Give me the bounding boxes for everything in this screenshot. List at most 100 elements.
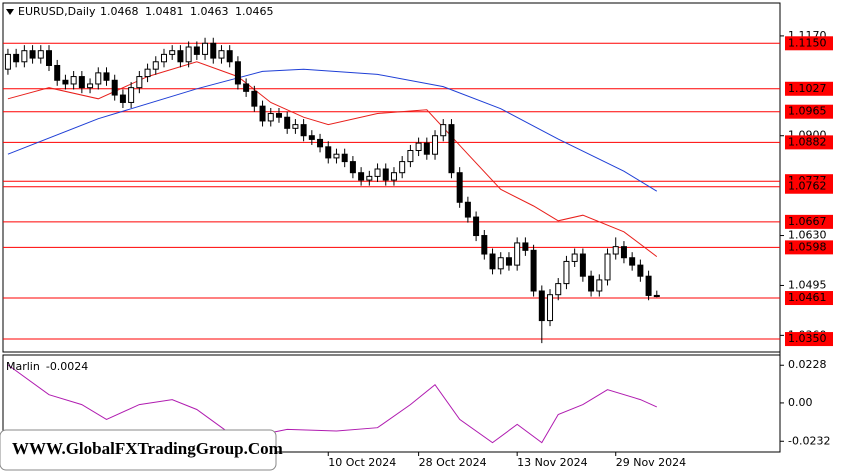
indicator-line bbox=[7, 364, 658, 444]
indicator-y-tick-label: -0.0232 bbox=[788, 434, 830, 447]
candle-body bbox=[251, 90, 258, 107]
candle-body bbox=[292, 124, 299, 129]
candle-body bbox=[78, 76, 85, 89]
candle-body bbox=[308, 135, 315, 140]
candle-body bbox=[13, 53, 20, 63]
candle-body bbox=[62, 79, 69, 85]
level-label: 1.0461 bbox=[788, 291, 827, 304]
candle-body bbox=[95, 72, 102, 85]
level-label-box bbox=[785, 291, 833, 306]
candle-body bbox=[432, 135, 439, 155]
candle-body bbox=[119, 94, 126, 103]
candle-body bbox=[481, 235, 488, 255]
level-label-box bbox=[785, 81, 833, 96]
candle-body bbox=[128, 87, 135, 103]
y-tick-label: 1.0495 bbox=[788, 278, 827, 291]
moving-average bbox=[7, 68, 658, 192]
candle-body bbox=[226, 50, 233, 63]
candle-body bbox=[341, 153, 348, 163]
candle-body bbox=[177, 50, 184, 63]
level-label-box bbox=[785, 36, 833, 51]
candle-body bbox=[448, 124, 455, 174]
candle-body bbox=[358, 172, 365, 181]
symbol-label: EURUSD,Daily bbox=[18, 5, 96, 18]
candle-body bbox=[70, 76, 77, 85]
level-label: 1.0965 bbox=[788, 105, 827, 118]
candle-body bbox=[514, 242, 521, 266]
candle-body bbox=[489, 253, 496, 270]
candle-body bbox=[29, 50, 36, 59]
candle-body bbox=[596, 279, 603, 292]
candle-body bbox=[473, 216, 480, 237]
candle-body bbox=[210, 42, 217, 59]
level-label-box bbox=[785, 179, 833, 194]
candle-body bbox=[563, 260, 570, 285]
candle-body bbox=[382, 168, 389, 181]
header-ohlc: 1.0481 bbox=[145, 5, 184, 18]
x-tick-label: 29 Nov 2024 bbox=[616, 456, 686, 469]
candle-body bbox=[284, 116, 291, 129]
candle-body bbox=[243, 83, 250, 92]
candle-body bbox=[4, 53, 11, 70]
x-tick-label: 10 Oct 2024 bbox=[328, 456, 396, 469]
candle-body bbox=[571, 253, 578, 262]
header-ohlc: 1.0465 bbox=[235, 5, 274, 18]
indicator-label: Marlin bbox=[6, 360, 40, 373]
candle-body bbox=[456, 172, 463, 203]
level-label: 1.0598 bbox=[788, 240, 827, 253]
candle-body bbox=[620, 246, 627, 259]
watermark: WWW.GlobalFXTradingGroup.Com bbox=[12, 439, 283, 458]
candle-body bbox=[423, 142, 430, 155]
candle-body bbox=[440, 124, 447, 137]
candle-body bbox=[275, 113, 282, 118]
level-label-box bbox=[785, 104, 833, 119]
x-tick-label: 13 Nov 2024 bbox=[517, 456, 587, 469]
candle-body bbox=[407, 150, 414, 163]
candle-body bbox=[604, 253, 611, 281]
candle-body bbox=[160, 53, 167, 63]
candle-body bbox=[144, 68, 151, 78]
candle-body bbox=[390, 172, 397, 181]
header-ohlc: 1.0468 bbox=[100, 5, 139, 18]
candle-body bbox=[202, 42, 209, 55]
candle-body bbox=[317, 138, 324, 148]
candle-body bbox=[185, 46, 192, 63]
indicator-y-tick-label: 0.00 bbox=[788, 396, 813, 409]
level-label-box bbox=[785, 135, 833, 150]
candle-body bbox=[218, 50, 225, 59]
level-label: 1.0350 bbox=[788, 332, 827, 345]
header-ohlc: 1.0463 bbox=[190, 5, 229, 18]
candle-body bbox=[366, 175, 373, 181]
candle-body bbox=[538, 290, 545, 322]
watermark-box bbox=[0, 429, 277, 471]
candle-body bbox=[103, 72, 110, 81]
candle-body bbox=[169, 50, 176, 55]
indicator-value: -0.0024 bbox=[46, 360, 88, 373]
candle-body bbox=[505, 257, 512, 266]
candle-body bbox=[522, 242, 529, 251]
x-tick-label: 28 Oct 2024 bbox=[419, 456, 487, 469]
candle-body bbox=[37, 50, 44, 59]
menu-triangle bbox=[6, 9, 14, 15]
candle-body bbox=[193, 46, 200, 55]
candle-body bbox=[45, 50, 52, 66]
candle-body bbox=[111, 79, 118, 96]
y-tick-label: 1.0630 bbox=[788, 229, 827, 242]
candle-body bbox=[612, 246, 619, 255]
candle-body bbox=[21, 50, 28, 63]
level-label: 1.1027 bbox=[788, 82, 827, 95]
candle-body bbox=[588, 275, 595, 292]
level-label: 1.0667 bbox=[788, 215, 827, 228]
level-label: 1.0762 bbox=[788, 180, 827, 193]
candle-body bbox=[497, 257, 504, 270]
candle-body bbox=[136, 76, 143, 89]
candle-body bbox=[530, 249, 537, 292]
candle-body bbox=[259, 105, 266, 122]
level-label: 1.1150 bbox=[788, 36, 827, 49]
candle-body bbox=[325, 146, 332, 159]
level-label: 1.0882 bbox=[788, 135, 827, 148]
candle-body bbox=[234, 61, 241, 85]
level-label-box bbox=[785, 214, 833, 229]
candle-body bbox=[464, 201, 471, 218]
candle-body bbox=[152, 61, 159, 70]
